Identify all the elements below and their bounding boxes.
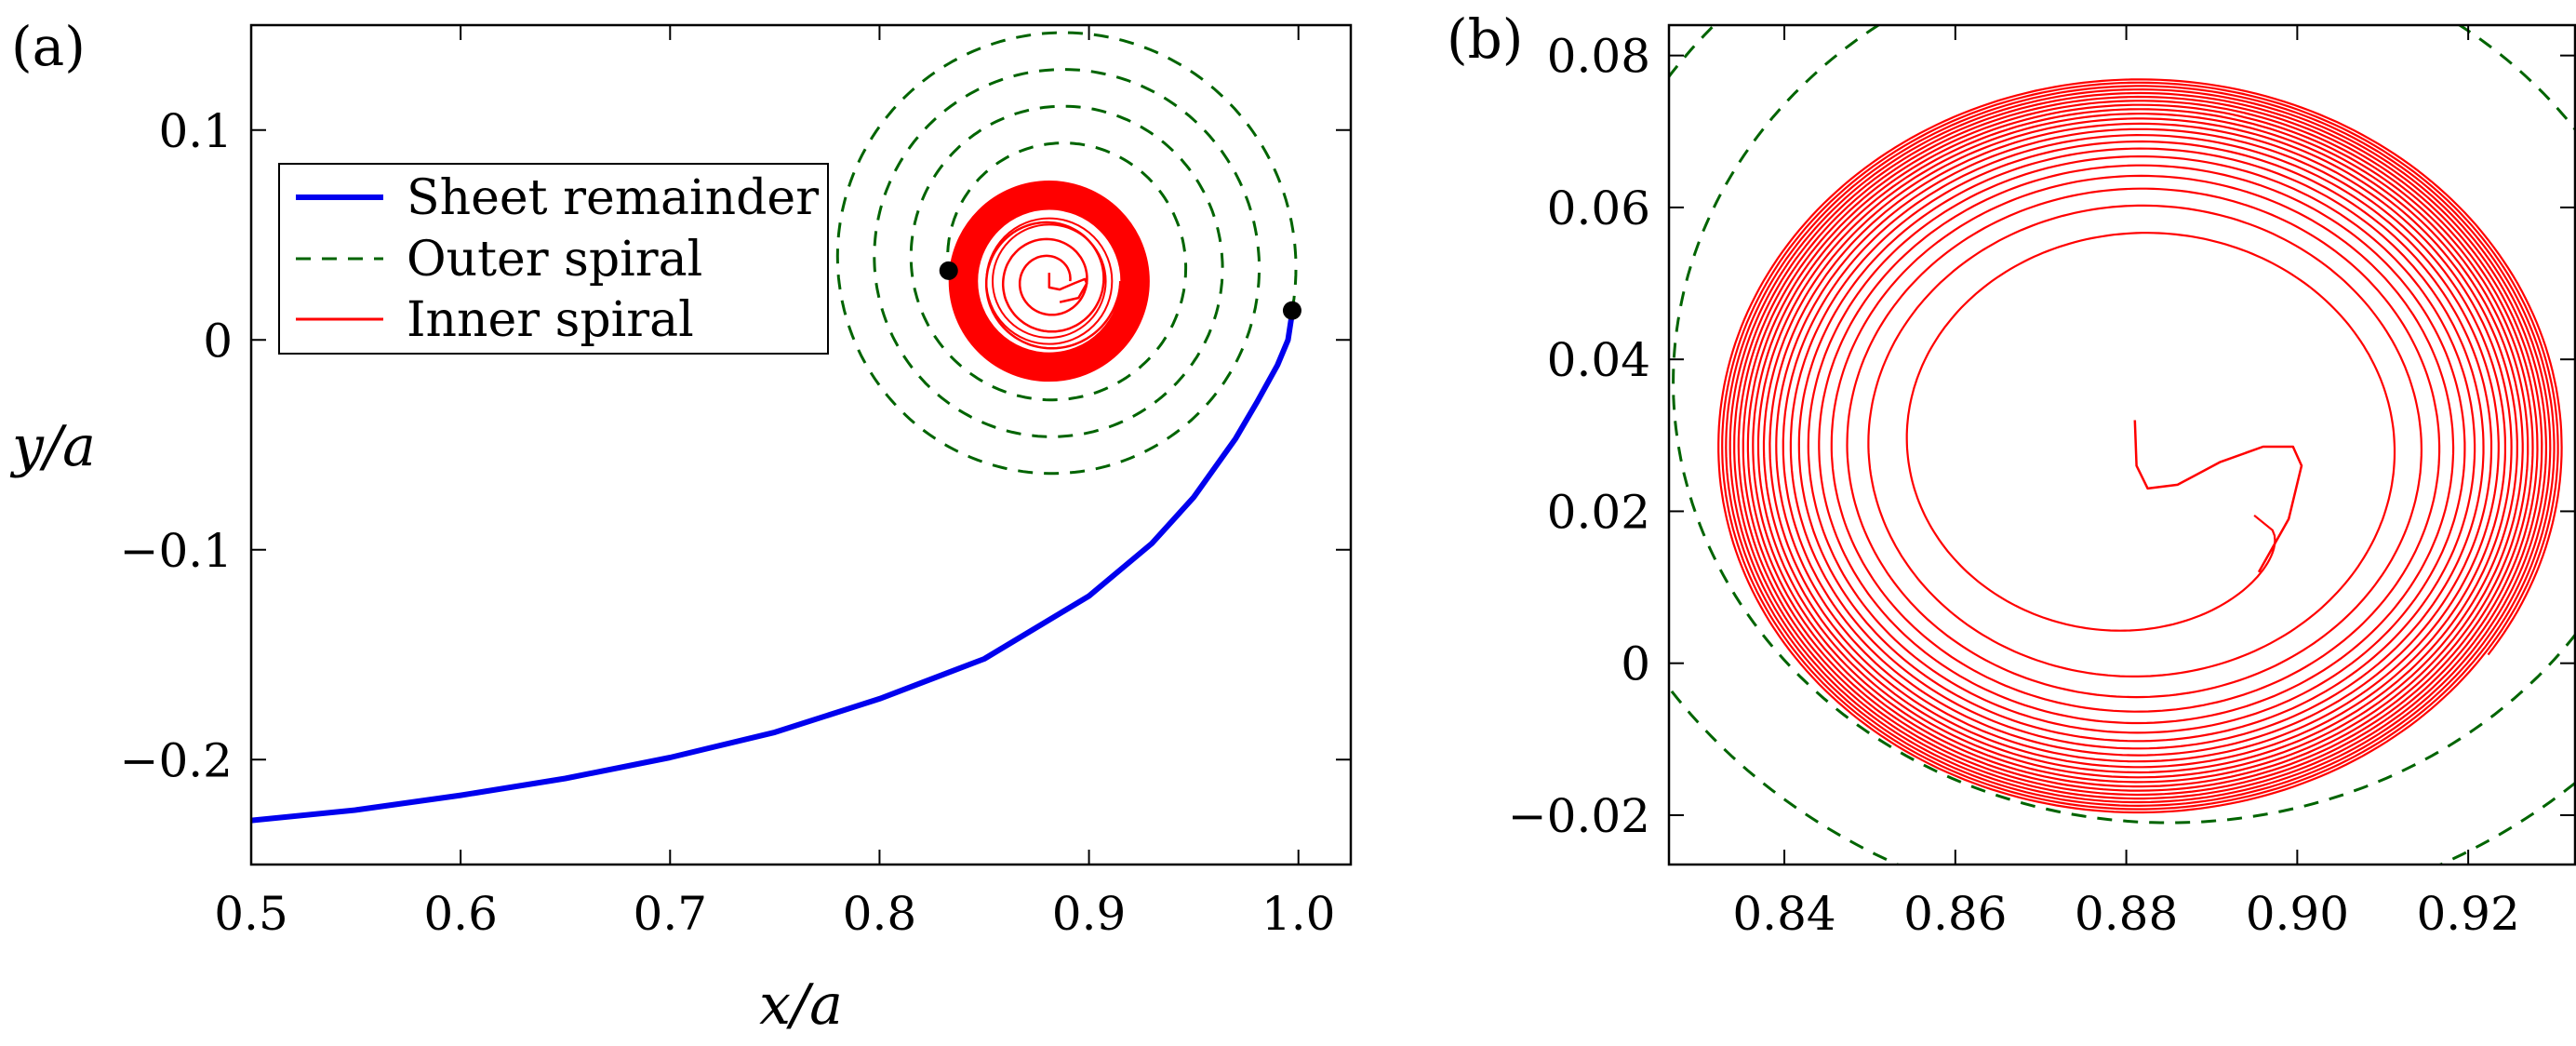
series-inner-spiral-loops: [984, 221, 1122, 350]
series-inner-spiral-zoom-hook: [2133, 420, 2303, 573]
panel-a-ticks: 0.5 0.6 0.7 0.8 0.9 1.0 −0.2 −0.1 0 0.1: [120, 25, 1351, 941]
a-xtick-label: 1.0: [1261, 887, 1336, 941]
panel-label-a: (a): [11, 15, 86, 78]
a-xtick-label: 0.7: [634, 887, 708, 941]
a-ytick-label: −0.2: [120, 733, 233, 787]
b-ytick-label: 0.02: [1547, 485, 1650, 539]
a-xtick-label: 0.5: [214, 887, 288, 941]
b-xtick-label: 0.90: [2246, 887, 2349, 941]
panel-a-xlabel: x/a: [759, 972, 843, 1038]
series-inner-spiral-dense-ring: [948, 181, 1150, 382]
series-inner-spiral-turn: [992, 223, 1107, 339]
series-outer-spiral-zoom-2: [1669, 25, 2575, 865]
b-ytick-label: 0: [1621, 637, 1650, 691]
panel-a-plot-area: [251, 31, 1301, 824]
panel-a: (a) 0.5 0.6 0.7 0.8 0.9 1.0 −0.2 −0.1 0 0.1 x/a y…: [9, 15, 1353, 1038]
a-ytick-label: 0.1: [158, 104, 233, 158]
a-xtick-label: 0.9: [1052, 887, 1127, 941]
legend-label-sheet-remainder: Sheet remainder: [407, 170, 819, 226]
series-sheet-remainder: [251, 312, 1295, 824]
panel-b: (b) 0.84 0.86 0.88 0.90 0.92−0.0200.020.040.…: [1447, 7, 2576, 941]
panel-a-frame: [249, 23, 1353, 866]
b-xtick-label: 0.92: [2416, 887, 2519, 941]
legend: Sheet remainder Outer spiral Inner spira…: [278, 163, 829, 355]
panel-label-b: (b): [1447, 7, 1523, 71]
junction-marker-1: [1282, 301, 1301, 320]
junction-marker-2: [939, 261, 958, 280]
b-ytick-label: 0.08: [1547, 30, 1650, 84]
a-xtick-label: 0.8: [843, 887, 917, 941]
series-inner-spiral-turn: [985, 217, 1114, 345]
b-xtick-label: 0.88: [2075, 887, 2178, 941]
b-xtick-label: 0.86: [1903, 887, 2007, 941]
b-ytick-label: −0.02: [1508, 789, 1650, 843]
legend-label-outer-spiral: Outer spiral: [407, 232, 702, 288]
panel-b-frame: [1667, 23, 2576, 866]
b-ytick-label: 0.06: [1547, 181, 1650, 235]
series-outer-spiral: [835, 31, 1298, 476]
b-xtick-label: 0.84: [1732, 887, 1835, 941]
panel-a-ylabel: y/a: [9, 414, 96, 479]
a-xtick-label: 0.6: [423, 887, 498, 941]
a-ytick-label: −0.1: [120, 524, 233, 578]
series-outer-spiral-zoom-1: [1672, 25, 2575, 825]
series-inner-spiral-hook: [1048, 273, 1088, 303]
a-ytick-label: 0: [203, 314, 233, 368]
panel-b-plot-area: [1669, 25, 2575, 865]
b-ytick-label: 0.04: [1547, 333, 1650, 387]
panel-b-ticks: 0.84 0.86 0.88 0.90 0.92 −0.02 0 0.02 0.04 0.06 0.…: [1508, 25, 2575, 941]
legend-label-inner-spiral: Inner spiral: [407, 292, 694, 348]
series-inner-spiral-zoom: [1717, 78, 2563, 814]
